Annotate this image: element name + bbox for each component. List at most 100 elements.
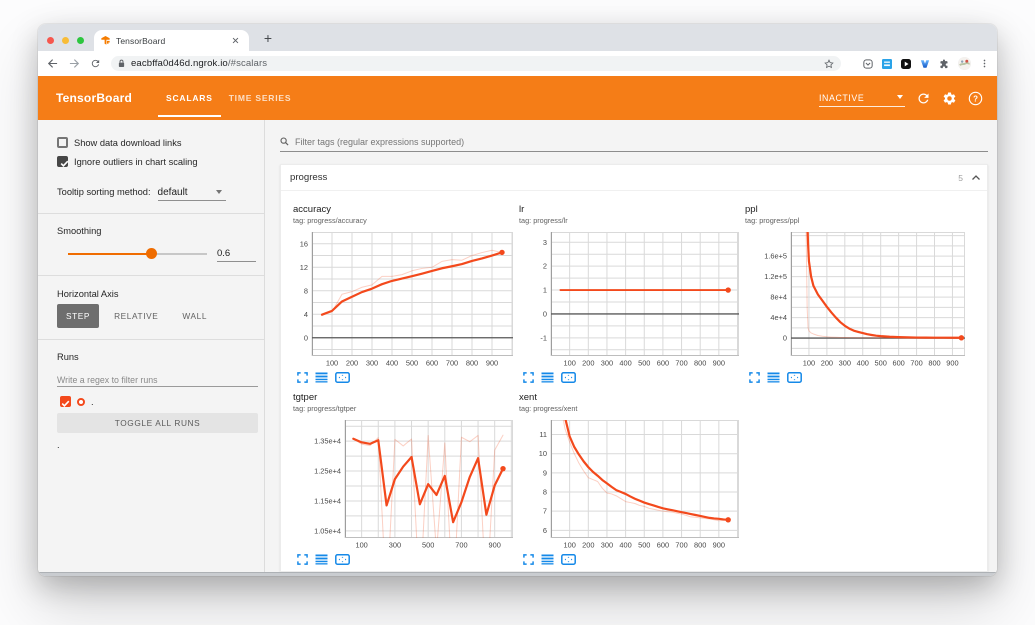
new-tab-button[interactable]: + <box>263 30 273 46</box>
expand-chart-icon[interactable] <box>297 372 308 383</box>
minimize-window-button[interactable] <box>62 37 69 44</box>
svg-text:12: 12 <box>300 263 308 272</box>
chart-tag: tag: progress/accuracy <box>293 216 367 225</box>
svg-text:400: 400 <box>619 359 631 368</box>
collapse-chevron-icon[interactable] <box>971 173 981 183</box>
svg-text:500: 500 <box>406 359 418 368</box>
show-download-links-label: Show data download links <box>74 137 182 148</box>
runs-filter-input[interactable]: Write a regex to filter runs <box>57 375 158 385</box>
zoom-window-button[interactable] <box>77 37 84 44</box>
bookmark-star-icon[interactable] <box>824 58 834 69</box>
tooltip-sorting-caret-icon <box>215 189 222 194</box>
svg-text:300: 300 <box>389 541 401 550</box>
ignore-outliers-checkbox[interactable] <box>57 156 69 167</box>
traffic-lights <box>47 37 84 44</box>
data-table-icon[interactable] <box>541 372 554 383</box>
show-download-links-checkbox[interactable] <box>57 137 68 148</box>
header-actions: INACTIVE ? <box>819 76 983 120</box>
data-table-icon[interactable] <box>541 554 554 565</box>
play-extension-icon[interactable] <box>901 58 911 69</box>
refresh-icon[interactable] <box>916 91 931 106</box>
tab-scalars[interactable]: SCALARS <box>158 76 221 120</box>
profile-avatar[interactable] <box>958 57 971 70</box>
chart-title: accuracy <box>293 204 332 215</box>
browser-menu-icon[interactable] <box>980 58 989 69</box>
data-table-icon[interactable] <box>315 554 328 565</box>
chart-tag: tag: progress/xent <box>519 404 578 413</box>
forward-icon[interactable] <box>69 58 80 69</box>
tooltip-sorting-dropdown[interactable]: default <box>157 182 226 201</box>
svg-text:100: 100 <box>326 359 338 368</box>
address-bar[interactable]: eacbffa0d46d.ngrok.io/#scalars <box>111 56 841 71</box>
chart-tag: tag: progress/lr <box>519 216 568 225</box>
svg-text:8: 8 <box>543 488 547 497</box>
ignore-outliers-label: Ignore outliers in chart scaling <box>74 156 198 167</box>
runs-label: Runs <box>57 352 79 362</box>
smoothing-label: Smoothing <box>57 226 102 236</box>
chart-plot[interactable]: 100 200 300 400 500 600 700 800 900 6 7 8 9 10 11 <box>519 420 739 551</box>
expand-chart-icon[interactable] <box>749 372 760 383</box>
chart-plot[interactable]: 100 200 300 400 500 600 700 800 900 0 4e+4 8e+4 1.2e… <box>745 232 965 369</box>
axis-relative-button[interactable]: RELATIVE <box>114 311 159 321</box>
scalar-chart-ppl: ppl tag: progress/ppl 100 200 300 400 500 600 70… <box>745 204 965 383</box>
fit-domain-icon[interactable] <box>561 554 576 565</box>
tab-time-series[interactable]: TIME SERIES <box>228 93 292 103</box>
tab-title: TensorBoard <box>116 35 166 46</box>
close-window-button[interactable] <box>47 37 54 44</box>
expand-chart-icon[interactable] <box>297 554 308 565</box>
svg-text:400: 400 <box>386 359 398 368</box>
toggle-all-runs-button[interactable]: TOGGLE ALL RUNS <box>57 413 258 433</box>
runs-filter-underline <box>57 386 258 387</box>
expand-chart-icon[interactable] <box>523 372 534 383</box>
smoothing-slider-knob[interactable] <box>146 248 157 259</box>
scalar-chart-tgtper: tgtper tag: progress/tgtper 100 300 500 700 90… <box>293 392 513 565</box>
svg-text:4: 4 <box>304 310 308 319</box>
tensorboard-favicon-icon <box>101 36 110 45</box>
scalar-chart-lr: lr tag: progress/lr 100 200 300 400 500 600 700 8… <box>519 204 739 383</box>
smoothing-value[interactable]: 0.6 <box>217 248 231 259</box>
ignore-outliers-row[interactable]: Ignore outliers in chart scaling <box>57 156 198 167</box>
fit-domain-icon[interactable] <box>787 372 802 383</box>
browser-tab[interactable]: TensorBoard <box>94 30 249 51</box>
data-table-icon[interactable] <box>315 372 328 383</box>
chart-plot[interactable]: 100 200 300 400 500 600 700 800 900 0 4 8 12 16 <box>293 232 513 369</box>
run-checkbox[interactable] <box>60 396 71 407</box>
tag-group-header[interactable]: progress 5 <box>281 165 987 191</box>
fit-domain-icon[interactable] <box>335 372 350 383</box>
show-download-links-row[interactable]: Show data download links <box>57 137 182 148</box>
axis-step-button[interactable]: STEP <box>57 304 100 328</box>
fit-domain-icon[interactable] <box>561 372 576 383</box>
svg-text:800: 800 <box>466 359 478 368</box>
smoothing-value-underline <box>217 261 256 262</box>
pocket-extension-icon[interactable] <box>863 58 873 69</box>
back-icon[interactable] <box>47 58 58 69</box>
chart-action-icons <box>297 372 513 383</box>
svg-text:400: 400 <box>857 359 869 368</box>
scalar-chart-xent: xent tag: progress/xent 100 200 300 400 500 600… <box>519 392 739 565</box>
sidebar-divider <box>38 275 264 276</box>
axis-wall-button[interactable]: WALL <box>182 311 208 321</box>
data-table-icon[interactable] <box>767 372 780 383</box>
filter-tags-input[interactable]: Filter tags (regular expressions support… <box>280 132 988 152</box>
settings-gear-icon[interactable] <box>942 91 957 106</box>
help-icon[interactable]: ? <box>968 91 983 106</box>
v-extension-icon[interactable] <box>920 59 930 69</box>
smoothing-slider[interactable]: 0.6 <box>38 247 265 262</box>
reload-icon[interactable] <box>90 58 101 69</box>
extensions-puzzle-icon[interactable] <box>939 58 949 69</box>
svg-text:500: 500 <box>875 359 887 368</box>
fit-domain-icon[interactable] <box>335 554 350 565</box>
chart-plot[interactable]: 100 300 500 700 900 1.05e+4 1.15e+4 1.25e+4 1.35… <box>293 420 513 551</box>
chart-plot[interactable]: 100 200 300 400 500 600 700 800 900 -1 0 1 2 3 <box>519 232 739 369</box>
svg-text:0: 0 <box>304 333 308 342</box>
blue-extension-icon[interactable] <box>882 58 892 69</box>
svg-text:200: 200 <box>582 359 594 368</box>
svg-text:11: 11 <box>539 430 547 439</box>
tab-close-icon[interactable] <box>232 37 239 44</box>
horizontal-scrollbar[interactable] <box>38 571 997 576</box>
tab-strip: TensorBoard + <box>38 24 997 51</box>
reload-status-dropdown[interactable]: INACTIVE <box>819 89 905 107</box>
svg-text:0: 0 <box>543 309 547 318</box>
expand-chart-icon[interactable] <box>523 554 534 565</box>
run-row[interactable]: . <box>60 396 94 407</box>
